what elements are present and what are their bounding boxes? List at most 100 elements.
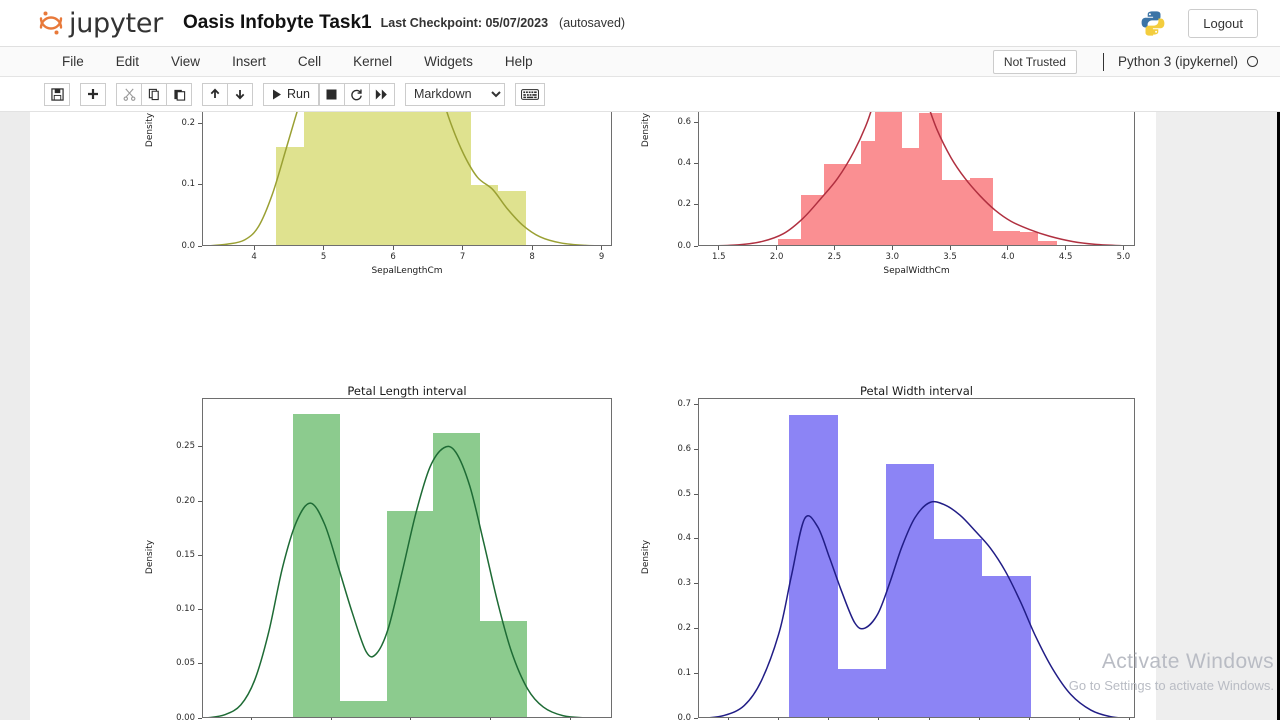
menu-item-help[interactable]: Help bbox=[504, 54, 533, 69]
histogram-bar bbox=[414, 112, 443, 245]
insert-cell-button[interactable] bbox=[80, 82, 106, 106]
menu-items-group: File Edit View Insert Cell Kernel Widgets Help bbox=[46, 50, 549, 73]
notebook-toolbar: Run CodeMarkdownRaw NBConvertHeading bbox=[0, 77, 1280, 112]
notebook-scroll-area[interactable]: 0.0 0.1 0.2 0.3 4 5 6 7 8 9 SepalLengthCm Density 0.… bbox=[0, 112, 1280, 720]
chart-title-petal-length: Petal Length interval bbox=[347, 384, 467, 398]
y-tickmark bbox=[694, 245, 698, 247]
y-tick-label: 0.20 bbox=[176, 495, 195, 506]
y-tickmark bbox=[198, 500, 202, 502]
histogram-bar bbox=[777, 239, 801, 245]
notebook-header: jupyter Oasis Infobyte Task1 Last Checkp… bbox=[0, 0, 1280, 47]
histogram-bar bbox=[874, 112, 889, 245]
x-tickmark bbox=[1065, 246, 1067, 250]
jupyter-logo-icon bbox=[38, 9, 64, 37]
y-tickmark bbox=[694, 404, 698, 406]
restart-kernel-button[interactable] bbox=[343, 82, 370, 106]
y-tick-label: 0.0 bbox=[677, 240, 691, 251]
y-tick-label: 0.25 bbox=[176, 441, 195, 452]
stop-button[interactable] bbox=[318, 82, 345, 106]
x-tickmark bbox=[392, 246, 394, 250]
x-tickmark bbox=[410, 718, 412, 720]
chart-title-petal-width: Petal Width interval bbox=[860, 384, 973, 398]
y-tick-label: 0.3 bbox=[677, 578, 691, 589]
kde-curve-sepal-width bbox=[718, 112, 1124, 245]
histogram-bar bbox=[433, 432, 481, 717]
copy-cell-button[interactable] bbox=[141, 82, 167, 106]
x-axis-label-sepal-length: SepalLengthCm bbox=[371, 266, 443, 276]
histogram-bar bbox=[442, 112, 471, 245]
y-tick-label: 0.0 bbox=[181, 240, 195, 251]
y-axis-label-petal-length: Density bbox=[145, 539, 155, 575]
run-button[interactable]: Run bbox=[263, 82, 319, 106]
x-tick-label: 3.5 bbox=[943, 252, 957, 262]
x-tick-label: 6 bbox=[390, 252, 396, 262]
move-cell-up-button[interactable] bbox=[202, 82, 228, 106]
histogram-bar bbox=[846, 163, 861, 245]
menu-item-kernel[interactable]: Kernel bbox=[353, 54, 393, 69]
header-right-group: Logout bbox=[1140, 8, 1258, 38]
histogram-bar bbox=[885, 463, 935, 717]
y-tickmark bbox=[694, 627, 698, 629]
y-tick-label: 0.6 bbox=[677, 117, 691, 128]
cell-type-select[interactable]: CodeMarkdownRaw NBConvertHeading bbox=[404, 82, 505, 106]
move-cell-down-button[interactable] bbox=[227, 82, 253, 106]
paste-cell-button[interactable] bbox=[166, 82, 192, 106]
kde-curve-petal-width bbox=[709, 500, 1119, 717]
plot-area-petal-width bbox=[698, 398, 1135, 718]
figure-sepal-width: 0.00.20.40.60.81.01.52.02.53.03.54.04.55… bbox=[641, 112, 1195, 306]
figure-sepal-length: 0.00.10.20.3456789SepalLengthCmDensity bbox=[145, 112, 672, 306]
x-tickmark bbox=[1129, 718, 1131, 720]
x-tick-label: 4.5 bbox=[1058, 252, 1073, 262]
menu-item-cell[interactable]: Cell bbox=[297, 54, 322, 69]
cut-cell-button[interactable] bbox=[116, 82, 142, 106]
histogram-bar bbox=[941, 180, 970, 245]
y-tick-label: 0.2 bbox=[181, 117, 195, 128]
histogram-bar bbox=[837, 669, 886, 717]
menu-item-edit[interactable]: Edit bbox=[115, 54, 140, 69]
restart-run-all-button[interactable] bbox=[368, 82, 395, 106]
save-button[interactable] bbox=[44, 82, 70, 106]
menu-item-file[interactable]: File bbox=[62, 54, 84, 69]
x-tickmark bbox=[949, 246, 951, 250]
histogram-bar bbox=[359, 112, 388, 245]
figure-petal-length: Petal Length interval 0.00 0.05 0.10 0.15 0.2… bbox=[145, 384, 672, 720]
y-tick-label: 0.6 bbox=[677, 443, 691, 454]
x-tick-label: 3.0 bbox=[885, 252, 899, 262]
menu-item-view[interactable]: View bbox=[171, 54, 201, 69]
x-tickmark bbox=[1007, 246, 1009, 250]
x-tickmark bbox=[601, 246, 603, 250]
histogram-bar bbox=[387, 112, 415, 245]
x-tickmark bbox=[727, 718, 729, 720]
toolbar-group-save bbox=[44, 82, 70, 106]
jupyter-logo[interactable]: jupyter bbox=[38, 8, 163, 39]
histogram-bar bbox=[902, 148, 919, 245]
histogram-bar bbox=[1020, 232, 1038, 245]
kernel-idle-indicator-icon[interactable] bbox=[1247, 56, 1258, 67]
y-tickmark bbox=[198, 245, 202, 247]
x-tick-label: 4 bbox=[251, 252, 257, 262]
x-axis-label-sepal-width: SepalWidthCm bbox=[883, 266, 950, 276]
trust-status-badge[interactable]: Not Trusted bbox=[992, 49, 1077, 74]
x-tickmark bbox=[569, 718, 571, 720]
x-tickmark bbox=[531, 246, 533, 250]
kde-curve-sepal-length bbox=[209, 112, 595, 245]
y-tickmark bbox=[694, 717, 698, 719]
command-palette-button[interactable] bbox=[514, 82, 545, 106]
jupyter-logo-text: jupyter bbox=[69, 7, 163, 39]
y-tickmark bbox=[198, 663, 202, 665]
menubar-divider bbox=[1102, 52, 1104, 71]
y-tick-label: 0.4 bbox=[677, 533, 691, 544]
logout-button[interactable]: Logout bbox=[1188, 8, 1258, 38]
menu-item-widgets[interactable]: Widgets bbox=[424, 54, 473, 69]
y-tickmark bbox=[198, 122, 202, 124]
histogram-bar bbox=[386, 510, 434, 717]
x-tick-label: 2.0 bbox=[769, 252, 784, 262]
notebook-title[interactable]: Oasis Infobyte Task1 bbox=[182, 12, 372, 33]
y-tickmark bbox=[198, 184, 202, 186]
menu-item-insert[interactable]: Insert bbox=[232, 54, 266, 69]
x-tick-label: 8 bbox=[529, 252, 535, 262]
notebook-right-margin bbox=[1156, 112, 1280, 720]
x-tick-label: 5.0 bbox=[1116, 252, 1131, 262]
x-tickmark bbox=[777, 718, 779, 720]
